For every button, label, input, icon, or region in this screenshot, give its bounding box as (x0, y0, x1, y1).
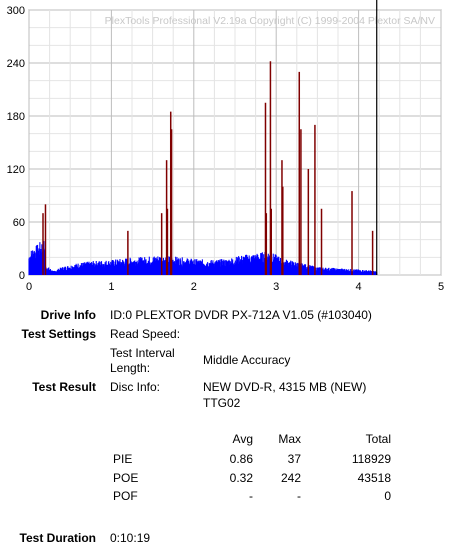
grid-lines (28, 9, 442, 276)
x-tick-label: 0 (26, 281, 32, 293)
result-row-pof-name: POF (113, 489, 138, 503)
drive-info-label: Drive Info (40, 308, 96, 322)
result-row-pof-avg: - (249, 489, 253, 503)
x-tick-label: 4 (356, 281, 362, 293)
x-tick-label: 2 (191, 281, 197, 293)
result-row-poe-max: 242 (280, 471, 301, 485)
disc-info-value: NEW DVD-R, 4315 MB (NEW) (203, 380, 367, 394)
poe-series (42, 61, 374, 275)
result-row-pie-max: 37 (287, 452, 301, 466)
result-row-pie-total: 118929 (351, 452, 391, 466)
y-axis-ticks: 0 60 120 180 240 300 (7, 5, 25, 282)
result-row-poe-total: 43518 (357, 471, 391, 485)
interval-label-line1: Test Interval (110, 346, 175, 360)
results-header-avg: Avg (232, 432, 253, 446)
x-axis-ticks: 0 1 2 3 4 5 (26, 281, 444, 293)
read-speed-label: Read Speed: (110, 327, 181, 341)
interval-value: Middle Accuracy (203, 353, 291, 367)
result-row-pof-total: 0 (384, 489, 391, 503)
x-tick-label: 5 (438, 281, 444, 293)
disc-info-label: Disc Info: (110, 380, 161, 394)
chart-title: PlexTools Professional V2.19a Copyright … (105, 15, 435, 27)
result-row-poe-name: POE (113, 471, 139, 485)
interval-label-line2: Length: (110, 361, 151, 375)
y-tick-label: 240 (7, 58, 25, 70)
pie-poe-chart: PlexTools Professional V2.19a Copyright … (7, 0, 444, 293)
results-header-max: Max (278, 432, 301, 446)
result-row-pie-avg: 0.86 (229, 452, 253, 466)
y-tick-label: 180 (7, 111, 25, 123)
test-duration-value: 0:10:19 (110, 531, 151, 545)
test-settings-label: Test Settings (21, 327, 96, 341)
result-row-poe-avg: 0.32 (229, 471, 253, 485)
test-result-label: Test Result (32, 380, 96, 394)
y-tick-label: 0 (19, 270, 25, 282)
y-tick-label: 60 (13, 217, 25, 229)
drive-info-value: ID:0 PLEXTOR DVDR PX-712A V1.05 (#103040… (110, 308, 372, 322)
test-duration-label: Test Duration (19, 531, 96, 545)
result-row-pof-max: - (297, 489, 301, 503)
disc-info-media-id: TTG02 (203, 396, 241, 410)
pie-series (28, 240, 378, 275)
results-header-total: Total (365, 432, 391, 446)
x-tick-label: 1 (108, 281, 114, 293)
y-tick-label: 300 (7, 5, 25, 17)
result-row-pie-name: PIE (113, 452, 133, 466)
x-tick-label: 3 (273, 281, 279, 293)
y-tick-label: 120 (7, 164, 25, 176)
